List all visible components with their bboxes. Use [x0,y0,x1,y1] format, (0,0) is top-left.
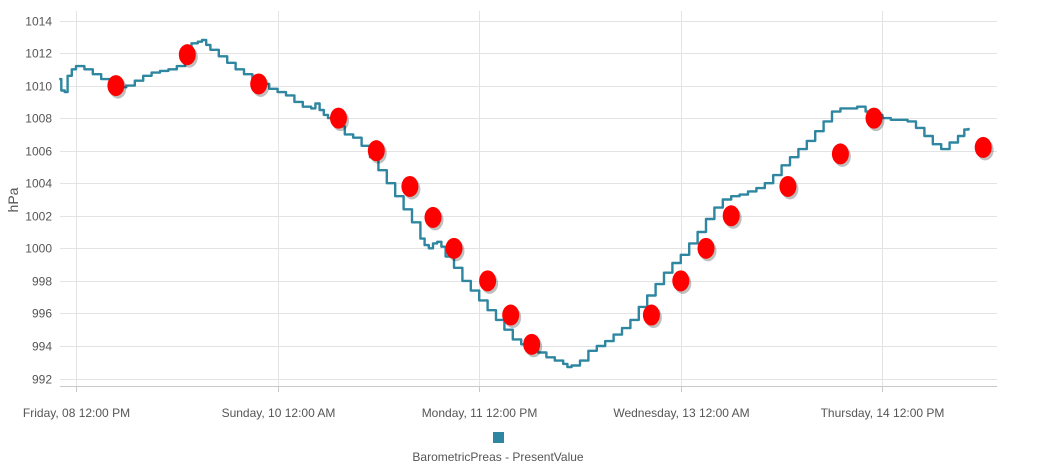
highlight-point[interactable] [974,136,992,158]
x-tick-label: Monday, 11 12:00 PM [422,406,538,420]
y-tick-label: 1006 [25,145,52,159]
x-tick-label: Friday, 08 12:00 PM [23,406,130,420]
grid [60,11,997,386]
y-tick-label: 994 [32,340,52,354]
highlight-point[interactable] [424,206,442,228]
y-tick-label: 1002 [25,210,52,224]
highlight-point[interactable] [502,304,520,326]
y-tick-label: 998 [32,275,52,289]
y-tick-label: 1004 [25,177,52,191]
highlight-point[interactable] [697,237,715,259]
highlight-point[interactable] [367,140,385,162]
highlight-point[interactable] [523,333,541,355]
highlight-point[interactable] [831,143,849,165]
highlight-point[interactable] [401,175,419,197]
highlight-point[interactable] [107,75,125,97]
highlight-point[interactable] [178,44,196,66]
highlight-point[interactable] [865,107,883,129]
x-tick-label: Wednesday, 13 12:00 AM [613,406,749,420]
highlight-markers [107,44,994,358]
x-tick-label: Sunday, 10 12:00 AM [222,406,336,420]
y-axis-title: hPa [5,187,21,212]
series-layer [59,38,970,369]
highlight-point[interactable] [722,205,740,227]
highlight-point[interactable] [479,270,497,292]
y-tick-label: 996 [32,307,52,321]
y-tick-label: 992 [32,373,52,387]
series-line [59,38,970,369]
highlight-point[interactable] [250,73,268,95]
y-tick-label: 1000 [25,242,52,256]
y-tick-label: 1012 [25,47,52,61]
legend-swatch[interactable] [493,432,504,443]
x-tick-label: Thursday, 14 12:00 PM [821,406,945,420]
y-tick-label: 1010 [25,80,52,94]
highlight-point[interactable] [642,304,660,326]
y-tick-label: 1014 [25,15,52,29]
legend[interactable]: BarometricPreas - PresentValue [412,432,584,464]
highlight-point[interactable] [445,237,463,259]
highlight-point[interactable] [779,175,797,197]
legend-label[interactable]: BarometricPreas - PresentValue [412,450,584,464]
highlight-point[interactable] [672,270,690,292]
highlight-point[interactable] [330,107,347,129]
axes: 992 994 996 998 1000 1002 1004 1006 1008 1010 1012… [23,15,997,420]
y-tick-label: 1008 [25,112,52,126]
